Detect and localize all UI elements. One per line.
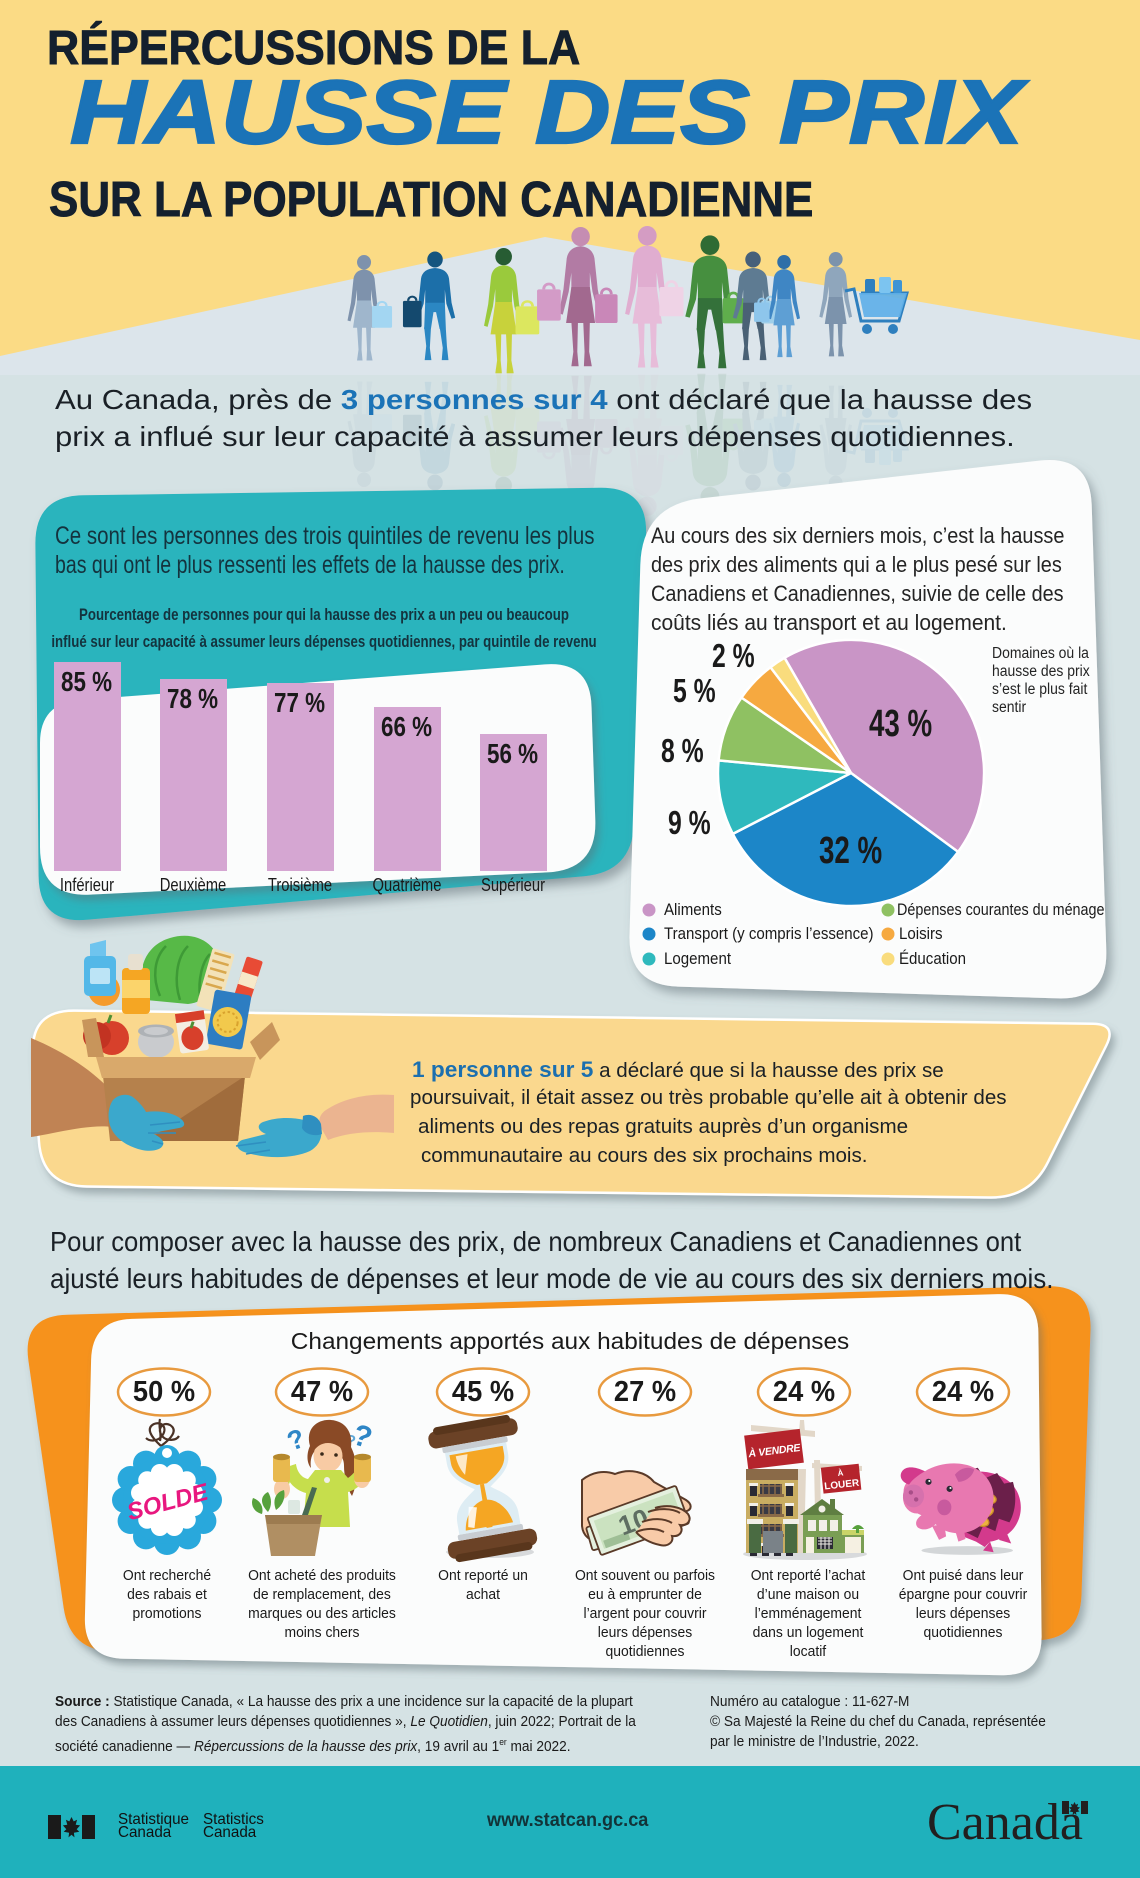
svg-text:LOUER: LOUER	[824, 1478, 861, 1493]
svg-text:À: À	[837, 1468, 844, 1478]
